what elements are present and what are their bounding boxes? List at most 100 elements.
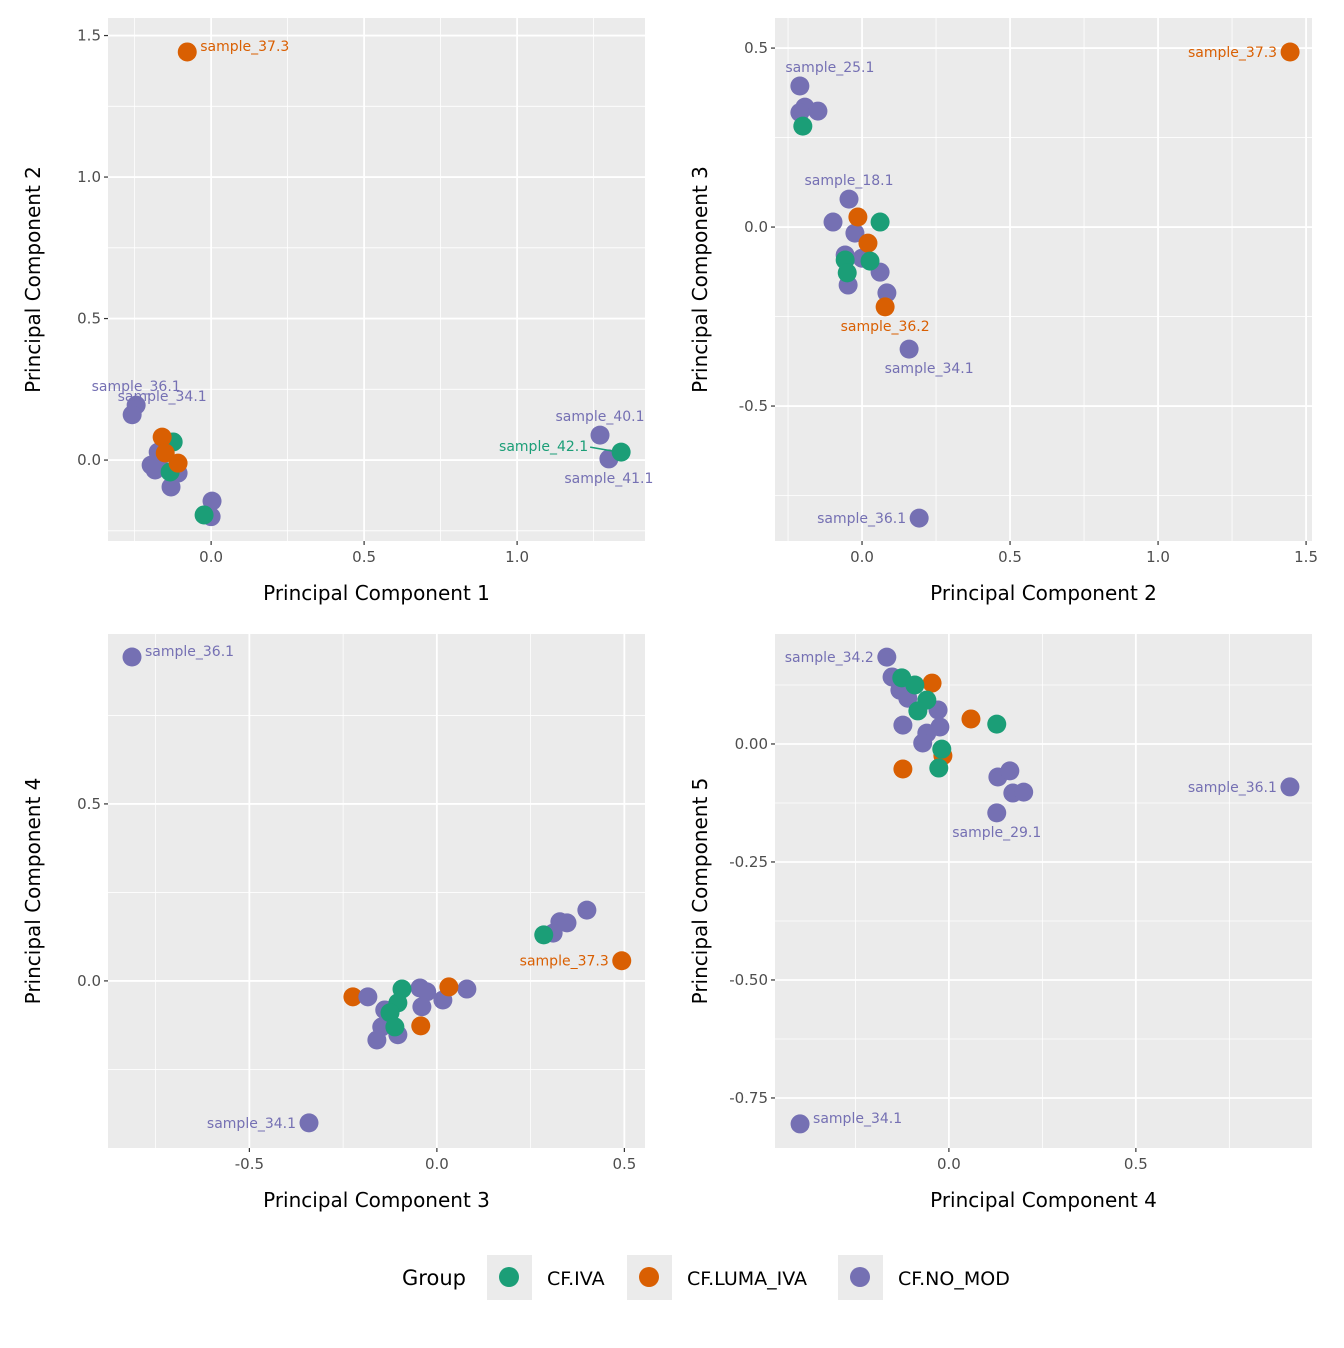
point-label: sample_42.1: [499, 439, 588, 455]
x-tick-label: 0.5: [998, 548, 1022, 566]
x-tick-label: 0.5: [352, 548, 376, 566]
x-tick-label: 0.5: [1124, 1155, 1148, 1173]
y-tick-label: 1.0: [77, 168, 101, 186]
data-point-cf-no-mod: [1280, 777, 1300, 797]
data-point-cf-no-mod: [790, 1114, 810, 1134]
legend-label: CF.IVA: [547, 1268, 605, 1290]
data-point-cf-no-mod: [145, 460, 165, 480]
x-tick-label: 0.0: [425, 1155, 449, 1173]
panel-background: [775, 634, 1312, 1148]
point-label: sample_34.1: [207, 1116, 296, 1132]
y-axis-title: Principal Component 5: [688, 778, 712, 1005]
data-point-cf-no-mod: [161, 477, 181, 497]
point-label: sample_36.1: [817, 511, 906, 527]
y-axis-title: Principal Component 2: [21, 166, 45, 393]
data-point-cf-iva: [837, 263, 857, 283]
data-point-cf-no-mod: [899, 339, 919, 359]
point-label: sample_40.1: [555, 409, 644, 425]
point-label: sample_36.1: [1188, 780, 1277, 796]
data-point-cf-no-mod: [913, 733, 933, 753]
data-point-cf-luma-iva: [177, 42, 197, 62]
y-tick-label: 0.5: [744, 39, 768, 57]
data-point-cf-no-mod: [557, 913, 577, 933]
data-point-cf-iva: [194, 505, 214, 525]
data-point-cf-iva: [870, 212, 890, 232]
data-point-cf-no-mod: [358, 987, 378, 1007]
data-point-cf-no-mod: [877, 647, 897, 667]
data-point-cf-luma-iva: [922, 673, 942, 693]
data-point-cf-luma-iva: [961, 709, 981, 729]
point-label: sample_41.1: [564, 471, 653, 487]
panel-background: [108, 18, 645, 541]
data-point-cf-no-mod: [909, 508, 929, 528]
x-tick-label: 1.5: [1294, 548, 1318, 566]
y-tick-label: 0.0: [77, 451, 101, 469]
data-point-cf-luma-iva: [612, 951, 632, 971]
data-point-cf-luma-iva: [155, 443, 175, 463]
y-tick-label: -0.75: [729, 1089, 768, 1107]
data-point-cf-no-mod: [577, 900, 597, 920]
legend-item-cf-luma-iva: CF.LUMA_IVA: [627, 1255, 807, 1300]
legend-key-dot: [499, 1267, 519, 1287]
data-point-cf-no-mod: [839, 189, 859, 209]
y-tick-label: 0.00: [735, 735, 768, 753]
y-tick-label: -0.50: [729, 971, 768, 989]
x-tick-label: 1.0: [505, 548, 529, 566]
panel-1: 0.0 0.5 1.0 0.0 0.5 1.0 1.5 Principal Component…: [21, 18, 653, 605]
data-point-cf-no-mod: [457, 979, 477, 999]
data-point-cf-iva: [793, 116, 813, 136]
data-point-cf-iva: [611, 442, 631, 462]
y-axis-title: Principal Component 4: [21, 778, 45, 1005]
data-point-cf-no-mod: [412, 997, 432, 1017]
point-label: sample_36.2: [841, 319, 930, 335]
data-point-cf-luma-iva: [343, 987, 363, 1007]
data-point-cf-iva: [932, 739, 952, 759]
data-point-cf-no-mod: [1014, 782, 1034, 802]
data-point-cf-luma-iva: [858, 233, 878, 253]
x-axis-title: Principal Component 2: [930, 581, 1157, 605]
panel-background: [108, 634, 645, 1148]
data-point-cf-iva: [534, 925, 554, 945]
data-point-cf-no-mod: [845, 223, 865, 243]
x-tick-label: 0.5: [612, 1155, 636, 1173]
data-point-cf-luma-iva: [168, 453, 188, 473]
x-axis-title: Principal Component 1: [263, 581, 490, 605]
x-tick-label: 0.0: [199, 548, 223, 566]
point-label: sample_37.3: [520, 954, 609, 970]
x-tick-label: 1.0: [1146, 548, 1170, 566]
point-label: sample_36.1: [92, 379, 181, 395]
x-tick-label: 0.0: [850, 548, 874, 566]
y-tick-label: 0.0: [77, 972, 101, 990]
point-label: sample_29.1: [952, 825, 1041, 841]
data-point-cf-luma-iva: [893, 759, 913, 779]
point-label: sample_34.1: [813, 1111, 902, 1127]
panel-background: [775, 18, 1312, 541]
legend-item-cf-iva: CF.IVA: [487, 1255, 605, 1300]
y-tick-label: 1.5: [77, 27, 101, 45]
data-point-cf-iva: [987, 714, 1007, 734]
data-point-cf-iva: [860, 251, 880, 271]
legend: Group CF.IVA CF.LUMA_IVA CF.NO_MOD: [402, 1255, 1010, 1300]
data-point-cf-luma-iva: [411, 1016, 431, 1036]
point-label: sample_37.3: [200, 39, 289, 55]
point-label: sample_34.1: [885, 361, 974, 377]
data-point-cf-no-mod: [590, 425, 610, 445]
y-tick-label: 0.5: [77, 795, 101, 813]
panel-4: 0.0 0.5 -0.75 -0.50 -0.25 0.00 Principal Compo…: [688, 634, 1312, 1212]
point-label: sample_34.2: [785, 650, 874, 666]
data-point-cf-no-mod: [122, 647, 142, 667]
data-point-cf-luma-iva: [152, 427, 172, 447]
data-point-cf-no-mod: [790, 76, 810, 96]
x-axis-title: Principal Component 3: [263, 1188, 490, 1212]
point-label: sample_25.1: [785, 60, 874, 76]
data-point-cf-iva: [929, 758, 949, 778]
x-tick-label: 0.0: [937, 1155, 961, 1173]
data-point-cf-no-mod: [299, 1113, 319, 1133]
x-tick-label: -0.5: [235, 1155, 264, 1173]
y-tick-label: 0.0: [744, 218, 768, 236]
panel-3: -0.5 0.0 0.5 0.0 0.5 Principal Component 3 Pri…: [21, 634, 645, 1212]
point-label: sample_36.1: [145, 644, 234, 660]
data-point-cf-luma-iva: [439, 977, 459, 997]
y-tick-label: -0.25: [729, 853, 768, 871]
